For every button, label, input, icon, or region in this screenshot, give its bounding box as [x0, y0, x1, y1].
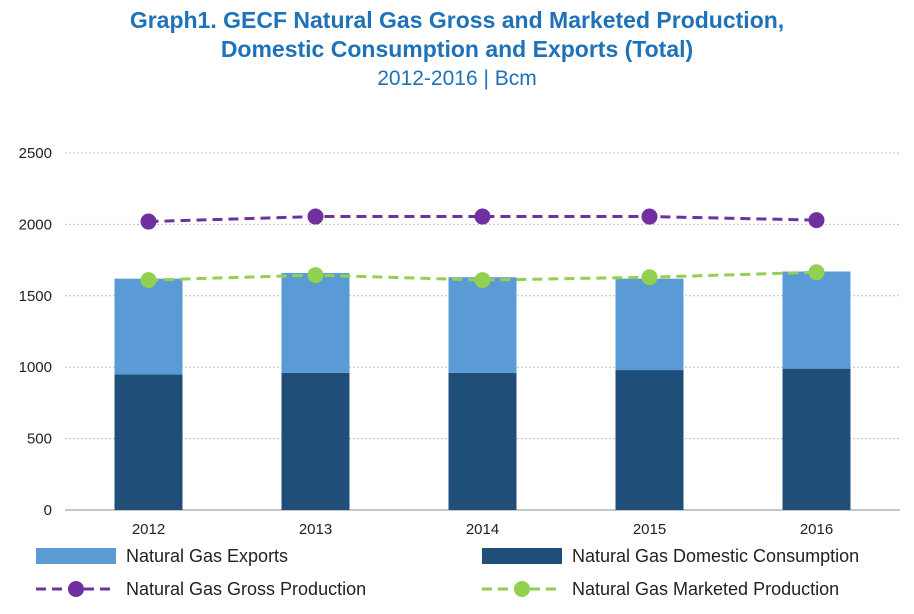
marker-gross-production [140, 213, 157, 230]
y-tick-label: 1500 [19, 288, 52, 305]
marker-gross-production [474, 208, 491, 225]
marker-gross-production [641, 208, 658, 225]
legend-swatch-exports [36, 548, 116, 564]
marker-gross-production [808, 212, 825, 229]
bar-exports [448, 277, 517, 373]
legend-label-exports: Natural Gas Exports [126, 546, 288, 566]
legend-label-gross: Natural Gas Gross Production [126, 579, 366, 599]
y-tick-label: 0 [44, 502, 52, 519]
chart-title-line-2: Domestic Consumption and Exports (Total) [220, 36, 694, 62]
y-tick-label: 2500 [19, 145, 52, 162]
legend-marker-gross [68, 581, 84, 597]
marker-marketed-production [808, 264, 825, 281]
bar-layer [114, 271, 851, 510]
legend-label-domestic: Natural Gas Domestic Consumption [572, 546, 859, 566]
marker-gross-production [307, 208, 324, 225]
line-layer [140, 208, 825, 289]
bar-domestic-consumption [448, 372, 517, 510]
chart-title-line-1: Graph1. GECF Natural Gas Gross and Marke… [129, 7, 785, 33]
bar-exports [782, 271, 851, 369]
bar-domestic-consumption [782, 368, 851, 510]
x-tick-label: 2015 [633, 521, 666, 538]
bar-exports [615, 278, 684, 371]
marker-marketed-production [140, 272, 157, 289]
bar-exports [114, 278, 183, 375]
y-tick-label: 1000 [19, 359, 52, 376]
marker-marketed-production [307, 267, 324, 284]
y-tick-label: 2000 [19, 216, 52, 233]
axis-layer: 0 500 1000 1500 2000 2500 2012 2013 2014 2015 2016 [19, 145, 834, 538]
marker-marketed-production [474, 272, 491, 289]
bar-domestic-consumption [615, 370, 684, 510]
x-tick-label: 2014 [466, 521, 499, 538]
legend-label-marketed: Natural Gas Marketed Production [572, 579, 839, 599]
bar-domestic-consumption [114, 374, 183, 510]
bar-domestic-consumption [281, 372, 350, 510]
x-tick-label: 2012 [132, 521, 165, 538]
chart-title-block: Graph1. GECF Natural Gas Gross and Marke… [0, 6, 914, 92]
legend-swatch-domestic [482, 548, 562, 564]
x-tick-label: 2013 [299, 521, 332, 538]
legend-layer: Natural Gas Exports Natural Gas Domestic … [36, 546, 859, 599]
marker-marketed-production [641, 269, 658, 286]
legend-marker-marketed [514, 581, 530, 597]
y-tick-label: 500 [27, 431, 52, 448]
chart-subtitle: 2012-2016 | Bcm [377, 67, 537, 90]
x-tick-label: 2016 [800, 521, 833, 538]
bar-exports [281, 272, 350, 373]
